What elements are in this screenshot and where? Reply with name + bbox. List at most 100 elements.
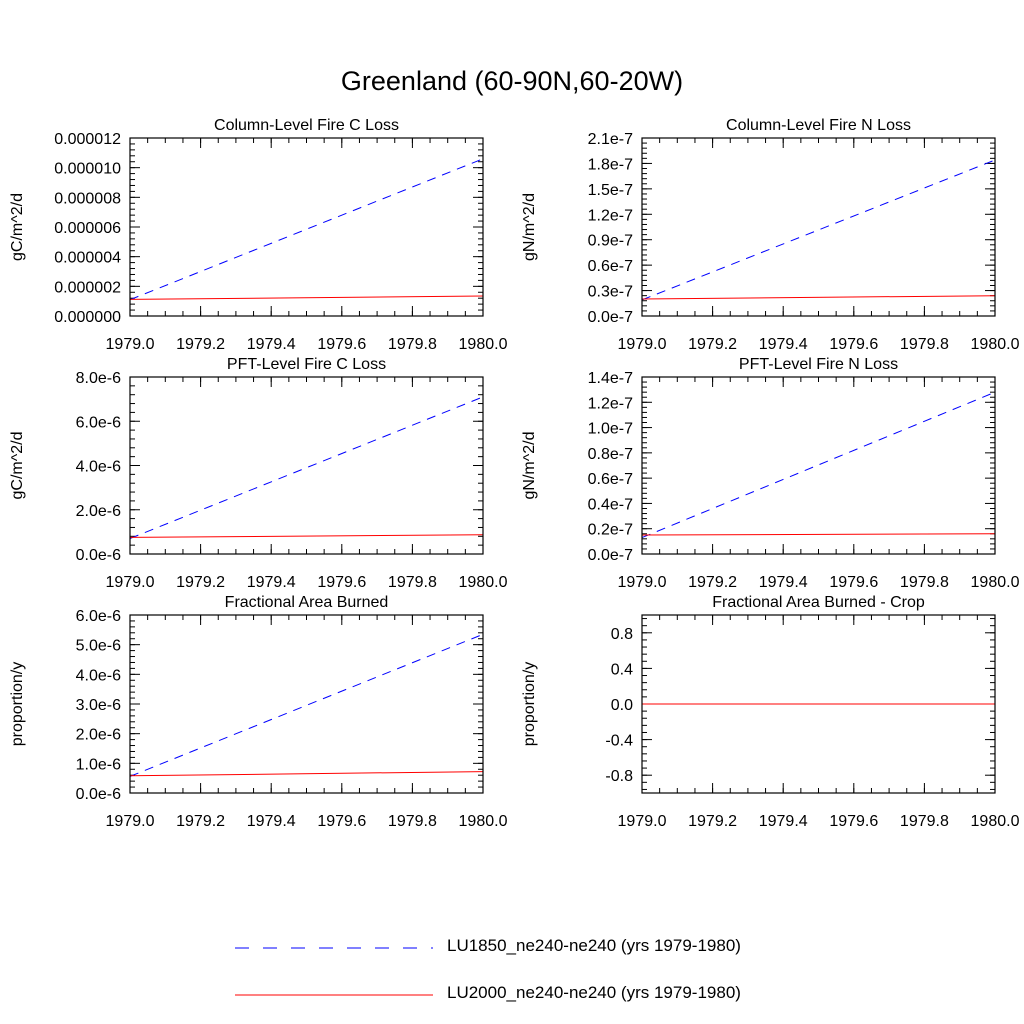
- panel-title: Fractional Area Burned - Crop: [712, 594, 925, 611]
- series-line-lu2000: [129, 534, 484, 538]
- chart-panel-2: Column-Level Fire N Loss gN/m^2/d 1979.0 19…: [521, 117, 1020, 353]
- x-tick-label: 1979.4: [759, 813, 808, 830]
- series-line-lu2000: [129, 771, 484, 777]
- y-axis-label: gC/m^2/d: [9, 432, 26, 500]
- x-tick-label: 1979.0: [618, 574, 667, 591]
- panel-title: Column-Level Fire N Loss: [726, 117, 911, 134]
- panel-title: PFT-Level Fire N Loss: [739, 356, 898, 373]
- x-tick-label: 1979.2: [688, 574, 737, 591]
- plot-frame: [129, 376, 484, 555]
- panel-title: Fractional Area Burned: [225, 594, 389, 611]
- y-tick-label: 0.6e-7: [588, 258, 633, 275]
- y-tick-label: 0.6e-7: [588, 471, 633, 488]
- y-tick-label: 0.8: [611, 626, 633, 643]
- x-tick-label: 1980.0: [459, 813, 508, 830]
- x-tick-label: 1980.0: [459, 336, 508, 353]
- x-tick-label: 1979.8: [388, 813, 437, 830]
- chart-panel-3: PFT-Level Fire C Loss gC/m^2/d 1979.0 1979.…: [9, 356, 508, 591]
- y-tick-label: 6.0e-6: [76, 414, 121, 431]
- x-tick-label: 1979.4: [759, 336, 808, 353]
- legend-label-lu1850: LU1850_ne240-ne240 (yrs 1979-1980): [447, 936, 741, 955]
- series-line-lu2000: [129, 295, 484, 300]
- series-line-lu1850: [129, 158, 484, 301]
- y-tick-label: -0.8: [605, 768, 633, 785]
- panel-title: Column-Level Fire C Loss: [214, 117, 399, 134]
- y-tick-label: 0.0e-7: [588, 547, 633, 564]
- series-line-lu2000: [641, 533, 996, 536]
- y-tick-label: 0.000010: [54, 161, 121, 178]
- x-tick-label: 1979.0: [618, 336, 667, 353]
- y-tick-label: 1.0e-7: [588, 421, 633, 438]
- x-tick-label: 1979.4: [247, 574, 296, 591]
- y-tick-label: 0.2e-7: [588, 522, 633, 539]
- y-tick-label: 6.0e-6: [76, 608, 121, 625]
- y-tick-label: 0.0: [611, 697, 633, 714]
- x-tick-label: 1979.8: [388, 574, 437, 591]
- plot-frame: [641, 376, 996, 555]
- chart-panel-6: Fractional Area Burned - Crop proportion/…: [521, 594, 1020, 830]
- x-tick-label: 1980.0: [971, 813, 1020, 830]
- x-tick-label: 1980.0: [971, 574, 1020, 591]
- x-tick-label: 1979.4: [247, 336, 296, 353]
- x-tick-label: 1979.0: [106, 574, 155, 591]
- y-tick-label: 0.0e-6: [76, 547, 121, 564]
- y-tick-label: 1.4e-7: [588, 370, 633, 387]
- y-tick-label: 0.000008: [54, 190, 121, 207]
- y-tick-label: 0.4: [611, 661, 633, 678]
- x-tick-label: 1979.0: [106, 813, 155, 830]
- x-tick-label: 1979.6: [829, 574, 878, 591]
- series-line-lu1850: [129, 396, 484, 539]
- y-tick-label: 0.8e-7: [588, 446, 633, 463]
- y-tick-label: 1.8e-7: [588, 156, 633, 173]
- x-tick-label: 1979.8: [900, 813, 949, 830]
- plot-frame: [129, 137, 484, 317]
- y-tick-label: 4.0e-6: [76, 667, 121, 684]
- y-tick-label: 0.3e-7: [588, 284, 633, 301]
- legend-lines: [235, 947, 433, 996]
- x-tick-label: 1979.6: [829, 336, 878, 353]
- series-line-lu1850: [641, 159, 996, 301]
- x-tick-label: 1979.8: [388, 336, 437, 353]
- x-tick-label: 1979.0: [106, 336, 155, 353]
- y-tick-label: 2.0e-6: [76, 727, 121, 744]
- plot-frame: [129, 614, 484, 794]
- x-tick-label: 1979.6: [317, 574, 366, 591]
- y-tick-label: 0.000004: [54, 250, 121, 267]
- x-tick-label: 1979.6: [317, 336, 366, 353]
- y-axis-label: proportion/y: [521, 662, 538, 747]
- y-tick-label: 0.9e-7: [588, 233, 633, 250]
- y-tick-label: 0.4e-7: [588, 496, 633, 513]
- y-tick-label: 0.000012: [54, 131, 121, 148]
- y-tick-label: 0.0e-6: [76, 786, 121, 803]
- y-tick-label: 0.000006: [54, 220, 121, 237]
- plot-frame: [641, 614, 996, 794]
- legend-label-lu2000: LU2000_ne240-ne240 (yrs 1979-1980): [447, 983, 741, 1002]
- y-tick-label: 0.000002: [54, 279, 121, 296]
- figure-title: Greenland (60-90N,60-20W): [340, 66, 684, 96]
- x-tick-label: 1980.0: [971, 336, 1020, 353]
- chart-panel-5: Fractional Area Burned proportion/y 1979.0…: [9, 594, 508, 830]
- x-tick-label: 1980.0: [459, 574, 508, 591]
- x-tick-label: 1979.8: [900, 336, 949, 353]
- panel-title: PFT-Level Fire C Loss: [227, 356, 386, 373]
- x-tick-label: 1979.6: [829, 813, 878, 830]
- chart-panel-4: PFT-Level Fire N Loss gN/m^2/d 1979.0 1979.…: [521, 356, 1020, 591]
- x-tick-label: 1979.8: [900, 574, 949, 591]
- y-tick-label: 1.2e-7: [588, 207, 633, 224]
- x-tick-label: 1979.4: [247, 813, 296, 830]
- series-line-lu2000: [641, 295, 996, 300]
- x-tick-label: 1979.2: [176, 813, 225, 830]
- x-tick-label: 1979.4: [759, 574, 808, 591]
- x-tick-label: 1979.0: [618, 813, 667, 830]
- x-tick-label: 1979.6: [317, 813, 366, 830]
- x-tick-label: 1979.2: [176, 574, 225, 591]
- y-tick-label: 5.0e-6: [76, 638, 121, 655]
- y-axis-label: gC/m^2/d: [9, 193, 26, 261]
- panels: Column-Level Fire C Loss gC/m^2/d 1979.0 19…: [9, 117, 1020, 830]
- y-tick-label: 8.0e-6: [76, 370, 121, 387]
- y-axis-label: proportion/y: [9, 662, 26, 747]
- y-tick-label: 4.0e-6: [76, 459, 121, 476]
- y-tick-label: 1.2e-7: [588, 395, 633, 412]
- y-tick-label: -0.4: [605, 733, 633, 750]
